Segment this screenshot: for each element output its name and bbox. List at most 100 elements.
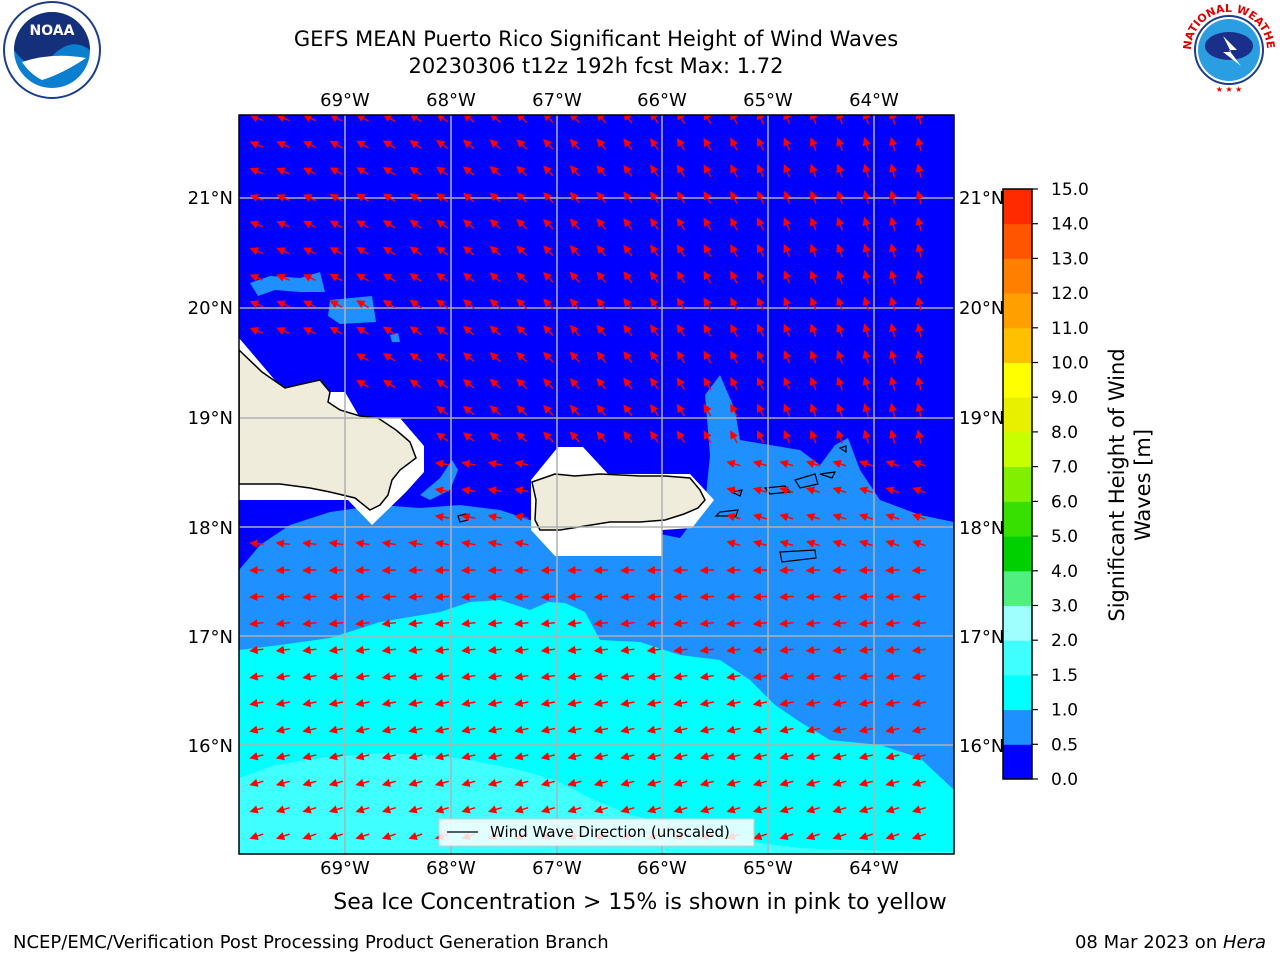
wind-vector bbox=[434, 805, 449, 814]
wind-vector bbox=[805, 752, 820, 761]
wind-vector bbox=[676, 350, 686, 364]
wind-vector bbox=[593, 619, 609, 628]
wind-vector bbox=[382, 299, 396, 309]
wind-vector bbox=[858, 459, 873, 468]
wind-vector bbox=[569, 378, 580, 390]
wind-vector bbox=[356, 193, 369, 202]
wind-vector bbox=[275, 565, 291, 575]
wind-vector bbox=[646, 645, 661, 655]
wind-vector bbox=[249, 194, 264, 202]
wind-vector bbox=[915, 190, 924, 205]
wind-vector bbox=[783, 430, 792, 444]
wind-vector bbox=[783, 297, 792, 311]
wind-vector bbox=[516, 405, 528, 416]
colorbar-tick-label: 5.0 bbox=[1051, 527, 1078, 547]
wind-vector bbox=[752, 645, 767, 655]
wind-vector bbox=[858, 725, 874, 734]
colorbar-segment bbox=[1003, 431, 1032, 468]
wind-vector bbox=[915, 402, 924, 418]
wind-vector bbox=[779, 805, 794, 814]
wind-vector bbox=[461, 459, 476, 469]
wind-vector bbox=[623, 324, 633, 337]
wind-vector bbox=[514, 619, 529, 628]
wind-vector bbox=[726, 778, 741, 787]
wind-vector bbox=[249, 619, 264, 628]
wind-vector bbox=[434, 565, 450, 575]
wind-vector bbox=[436, 246, 449, 256]
colorbar-segment bbox=[1003, 293, 1032, 329]
wind-vector bbox=[487, 778, 502, 787]
wind-vector bbox=[858, 645, 873, 655]
wind-vector bbox=[676, 403, 686, 417]
wind-vector bbox=[514, 725, 529, 734]
wind-vector bbox=[329, 140, 343, 149]
wind-vector bbox=[885, 805, 900, 814]
wind-vector bbox=[809, 403, 818, 417]
wind-vector bbox=[567, 778, 582, 787]
wind-vector bbox=[409, 246, 422, 256]
wind-vector bbox=[783, 376, 792, 391]
wind-vector bbox=[249, 273, 264, 282]
wind-vector bbox=[805, 778, 820, 787]
wind-vector bbox=[436, 432, 449, 442]
wind-vector bbox=[832, 459, 847, 468]
wind-vector bbox=[328, 592, 344, 601]
wind-vector bbox=[649, 244, 659, 257]
wind-vector bbox=[911, 619, 927, 628]
wind-vector bbox=[809, 296, 818, 311]
wind-vector bbox=[514, 592, 529, 601]
wind-vector bbox=[858, 513, 873, 522]
lat-label-left: 21°N bbox=[188, 188, 233, 209]
wind-vector bbox=[649, 217, 659, 231]
wind-vector bbox=[408, 778, 423, 787]
wind-vector bbox=[809, 163, 818, 178]
wind-vector bbox=[487, 459, 503, 469]
wind-vector bbox=[409, 352, 422, 362]
wind-vector bbox=[276, 167, 290, 176]
wind-vector bbox=[329, 273, 343, 282]
wind-vector bbox=[382, 273, 396, 282]
wind-vector bbox=[462, 299, 475, 309]
wind-vector bbox=[858, 832, 873, 841]
wind-vector bbox=[779, 459, 794, 468]
wind-vector bbox=[302, 565, 317, 575]
wind-vector bbox=[752, 486, 767, 495]
wind-vector bbox=[649, 271, 659, 284]
island-outline bbox=[779, 549, 817, 563]
wind-vector bbox=[779, 539, 794, 548]
wind-vector bbox=[355, 805, 370, 814]
wind-vector bbox=[676, 244, 686, 257]
wind-vector bbox=[912, 460, 926, 468]
wind-vector bbox=[355, 565, 370, 575]
wind-vector bbox=[703, 270, 712, 284]
wave-band-0.5-1.0 bbox=[390, 333, 400, 342]
wind-vector bbox=[703, 115, 712, 124]
wind-vector bbox=[623, 218, 633, 231]
wind-vector bbox=[461, 565, 476, 575]
wind-vector bbox=[805, 513, 820, 522]
wind-vector bbox=[543, 325, 554, 336]
wind-vector bbox=[858, 486, 873, 495]
wind-vector bbox=[302, 805, 317, 814]
wind-vector bbox=[911, 725, 927, 734]
wind-vector bbox=[885, 698, 900, 708]
wind-vector bbox=[885, 513, 900, 522]
wind-vector bbox=[302, 247, 317, 256]
wind-vector bbox=[836, 296, 845, 311]
wind-vector bbox=[623, 430, 633, 443]
wind-vector bbox=[699, 698, 715, 708]
wind-vector bbox=[516, 218, 528, 230]
wind-vector bbox=[408, 832, 423, 841]
wind-vector bbox=[620, 698, 635, 708]
wind-vector bbox=[487, 619, 503, 628]
wind-vector bbox=[646, 698, 662, 708]
wind-vector bbox=[249, 778, 264, 787]
wind-vector bbox=[487, 752, 502, 761]
wind-vector bbox=[408, 805, 423, 814]
wind-vector bbox=[302, 167, 317, 176]
wind-vector bbox=[355, 619, 370, 628]
wind-vector bbox=[540, 619, 556, 628]
wind-vector bbox=[461, 805, 476, 814]
wind-vector bbox=[805, 645, 820, 655]
wind-vector bbox=[832, 752, 847, 761]
